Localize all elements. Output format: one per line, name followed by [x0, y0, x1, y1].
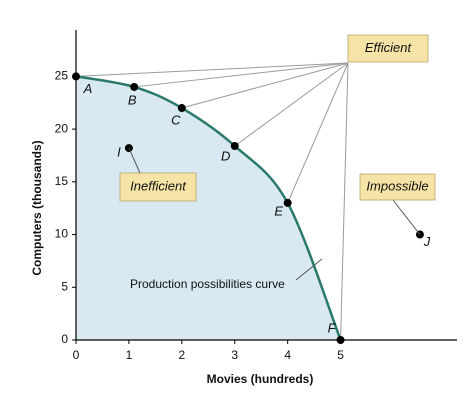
point-label: E	[274, 203, 283, 218]
efficient-pointer	[181, 62, 349, 109]
x-tick-label: 5	[337, 348, 344, 362]
efficient-pointer	[234, 62, 349, 147]
impossible-label-pointer	[392, 199, 421, 235]
impossible-label-box	[359, 173, 436, 201]
x-tick-label: 4	[284, 348, 291, 362]
x-tick-label: 0	[73, 348, 80, 362]
point-label: B	[128, 92, 137, 107]
efficient-pointer	[287, 62, 349, 204]
inefficient-label-pointer	[128, 147, 141, 174]
impossible-label: Impossible	[366, 178, 428, 193]
point-label: C	[171, 112, 181, 127]
point-label: F	[328, 320, 337, 335]
inefficient-label-box	[119, 172, 197, 202]
feasible-area	[76, 76, 341, 340]
curve-point	[283, 198, 292, 207]
point-label: A	[83, 81, 93, 96]
x-tick-label: 3	[231, 348, 238, 362]
curve-point	[72, 72, 80, 81]
efficient-label-box	[347, 34, 429, 63]
curve-point	[230, 141, 239, 150]
x-tick-label: 1	[126, 348, 133, 362]
inefficient-label: Inefficient	[130, 178, 187, 193]
y-axis-title: Computers (thousands)	[30, 140, 44, 275]
point-label: I	[117, 145, 121, 160]
efficient-pointer	[134, 62, 349, 88]
efficient-pointer	[75, 62, 349, 77]
curve-label: Production possibilities curve	[130, 277, 285, 291]
y-tick-label: 0	[61, 332, 68, 346]
y-tick-label: 15	[55, 174, 69, 188]
efficient-label: Efficient	[365, 40, 413, 55]
y-tick-label: 10	[55, 227, 69, 241]
efficient-pointer	[340, 62, 349, 341]
curve-point	[130, 82, 139, 91]
x-axis-title: Movies (hundreds)	[207, 372, 314, 386]
curve-point	[336, 336, 345, 344]
y-tick-label: 5	[61, 279, 68, 293]
curve-label-pointer	[295, 258, 323, 281]
y-tick-label: 20	[55, 121, 69, 135]
x-tick-label: 2	[178, 348, 185, 362]
y-tick-label: 25	[55, 69, 69, 83]
point-label: D	[221, 148, 230, 163]
curve-point	[177, 104, 186, 113]
point-label: J	[423, 234, 431, 249]
